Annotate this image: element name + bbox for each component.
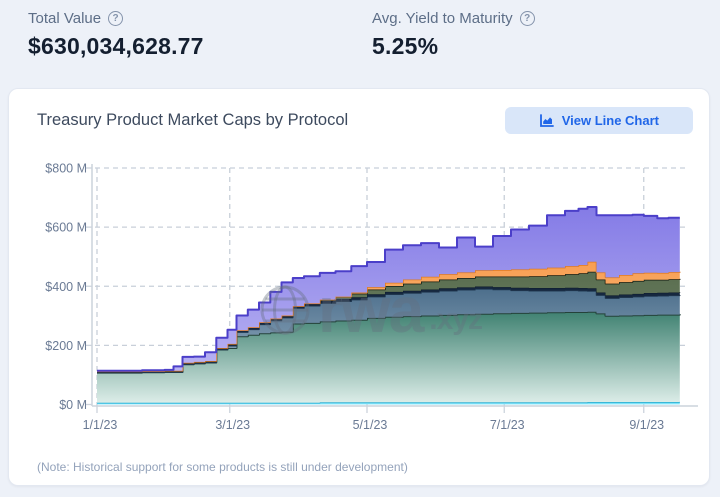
purple-band (97, 207, 680, 372)
x-axis-label: 1/1/23 (83, 418, 118, 432)
area-chart-icon (539, 113, 554, 127)
total-value-stat: Total Value ? $630,034,628.77 (28, 10, 204, 60)
y-axis-label: $600 M (45, 221, 87, 235)
x-axis-label: 9/1/23 (629, 418, 664, 432)
olive-green-band (97, 271, 680, 372)
avg-yield-value: 5.25% (372, 33, 439, 59)
y-axis-label: $800 M (45, 162, 87, 176)
help-icon[interactable]: ? (519, 11, 535, 26)
purple-band-edge (97, 206, 680, 372)
chart-footnote: (Note: Historical support for some produ… (37, 460, 408, 474)
y-axis-label: $200 M (45, 339, 87, 353)
total-value: $630,034,628.77 (28, 33, 204, 59)
view-line-chart-label: View Line Chart (561, 113, 659, 128)
y-axis-label: $400 M (45, 280, 87, 294)
x-axis-label: 7/1/23 (490, 418, 525, 432)
chart-card: Treasury Product Market Caps by Protocol… (8, 88, 710, 486)
help-icon[interactable]: ? (108, 11, 124, 26)
view-line-chart-button[interactable]: View Line Chart (504, 107, 693, 134)
avg-yield-label: Avg. Yield to Maturity (372, 10, 513, 27)
stats-header: Total Value ? $630,034,628.77 Avg. Yield… (0, 0, 720, 88)
x-axis-label: 5/1/23 (353, 418, 388, 432)
y-axis-label: $0 M (59, 398, 87, 412)
avg-yield-stat: Avg. Yield to Maturity ? 5.25% (372, 10, 535, 60)
chart-canvas[interactable]: $0 M $200 M $400 M $600 M $800 M 1/1/23 3/1/23… (9, 146, 711, 446)
navy-band (97, 286, 680, 373)
total-value-label: Total Value (28, 10, 102, 27)
slate-blue-band (97, 288, 680, 373)
x-axis-label: 3/1/23 (215, 418, 250, 432)
orange-band (97, 261, 680, 372)
stacked-area-chart[interactable]: $0 M $200 M $400 M $600 M $800 M 1/1/23 3/1/23… (9, 146, 709, 446)
chart-title: Treasury Product Market Caps by Protocol (37, 111, 349, 129)
teal-green-band (97, 311, 680, 403)
